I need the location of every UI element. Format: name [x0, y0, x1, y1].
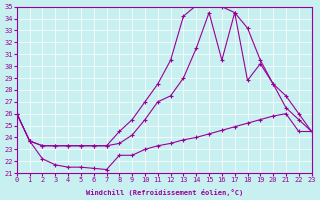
X-axis label: Windchill (Refroidissement éolien,°C): Windchill (Refroidissement éolien,°C) [85, 189, 243, 196]
